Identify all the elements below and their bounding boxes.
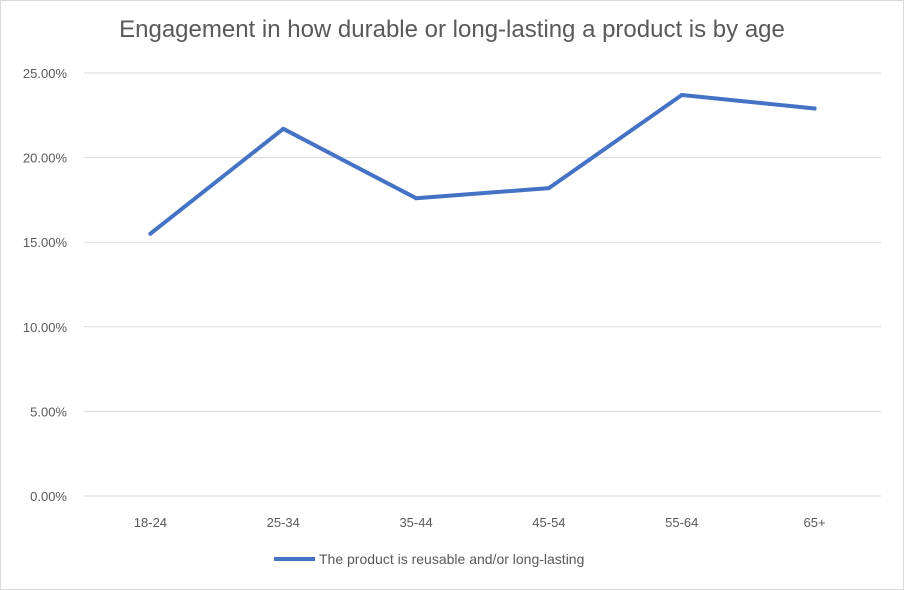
y-tick-label: 20.00%: [23, 151, 68, 166]
legend-label: The product is reusable and/or long-last…: [319, 551, 584, 567]
x-axis-tick-labels: 18-24 25-34 35-44 45-54 55-64 65+: [134, 515, 826, 530]
chart-title: Engagement in how durable or long-lastin…: [119, 16, 785, 43]
x-tick-label: 18-24: [134, 515, 167, 530]
data-point: [148, 231, 153, 236]
x-tick-label: 55-64: [665, 515, 698, 530]
data-point: [812, 106, 817, 111]
series-line: [148, 93, 817, 236]
data-point: [679, 92, 684, 97]
y-tick-label: 5.00%: [30, 404, 67, 419]
x-tick-label: 35-44: [399, 515, 432, 530]
data-point: [546, 186, 551, 191]
y-tick-label: 0.00%: [30, 489, 67, 504]
data-point: [281, 126, 286, 131]
y-tick-label: 25.00%: [23, 66, 68, 81]
data-point: [414, 196, 419, 201]
legend: The product is reusable and/or long-last…: [274, 551, 584, 567]
x-tick-label: 65+: [804, 515, 826, 530]
y-tick-label: 15.00%: [23, 235, 68, 250]
series-lines: [148, 92, 817, 236]
y-axis-tick-labels: 0.00% 5.00% 10.00% 15.00% 20.00% 25.00%: [23, 66, 68, 504]
gridlines: [84, 72, 881, 497]
x-tick-label: 45-54: [532, 515, 565, 530]
x-tick-label: 25-34: [267, 515, 300, 530]
y-tick-label: 10.00%: [23, 320, 68, 335]
